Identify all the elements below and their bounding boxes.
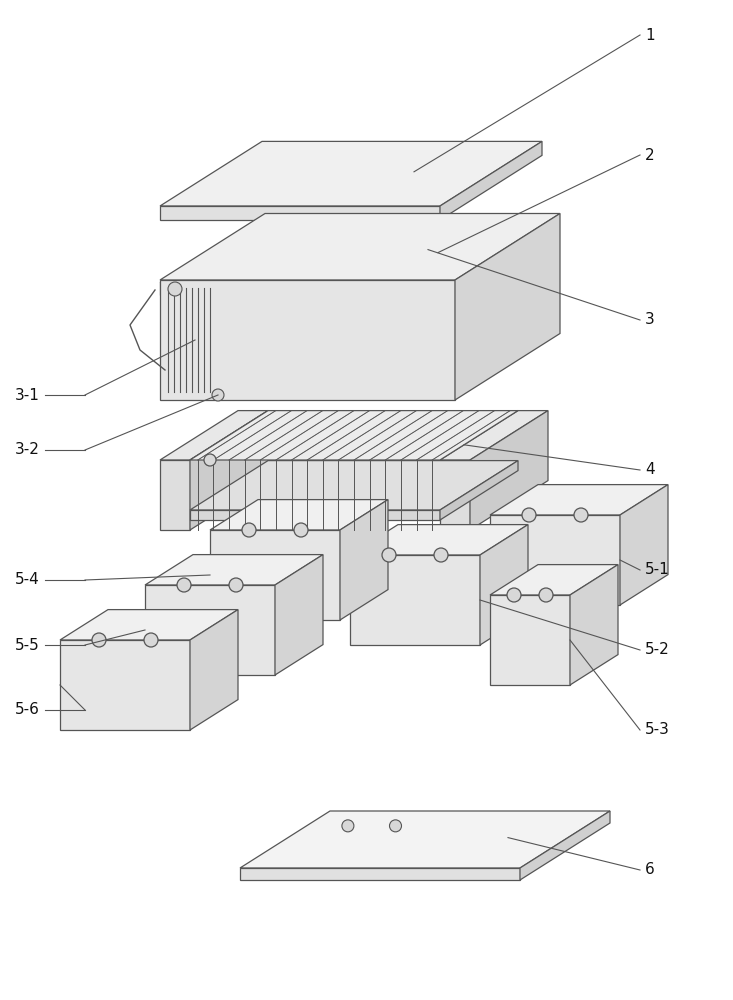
Polygon shape (440, 461, 518, 520)
Circle shape (212, 389, 224, 401)
Text: 5-3: 5-3 (645, 722, 670, 738)
Circle shape (507, 588, 521, 602)
Polygon shape (350, 555, 480, 645)
Polygon shape (145, 555, 323, 585)
Circle shape (574, 508, 588, 522)
Circle shape (389, 820, 402, 832)
Circle shape (434, 548, 448, 562)
Polygon shape (480, 525, 528, 645)
Text: 2: 2 (645, 147, 655, 162)
Polygon shape (440, 218, 542, 295)
Polygon shape (275, 555, 323, 675)
Circle shape (229, 578, 243, 592)
Text: 5-2: 5-2 (645, 643, 670, 658)
Polygon shape (210, 500, 388, 530)
Text: 3-1: 3-1 (15, 387, 40, 402)
Text: 5-1: 5-1 (645, 562, 670, 578)
Polygon shape (240, 868, 520, 880)
Polygon shape (190, 510, 440, 520)
Polygon shape (190, 461, 518, 510)
Polygon shape (160, 141, 542, 206)
Polygon shape (620, 485, 668, 605)
Polygon shape (455, 214, 560, 400)
Polygon shape (160, 206, 440, 220)
Polygon shape (160, 460, 190, 530)
Polygon shape (210, 530, 340, 620)
Circle shape (522, 508, 536, 522)
Polygon shape (570, 565, 618, 685)
Circle shape (144, 633, 158, 647)
Polygon shape (60, 610, 238, 640)
Polygon shape (160, 280, 455, 400)
Circle shape (204, 454, 216, 466)
Text: 3: 3 (645, 312, 655, 328)
Circle shape (382, 548, 396, 562)
Polygon shape (340, 500, 388, 620)
Polygon shape (520, 811, 610, 880)
Text: 1: 1 (645, 27, 655, 42)
Circle shape (342, 820, 354, 832)
Polygon shape (440, 460, 470, 530)
Polygon shape (160, 411, 268, 460)
Polygon shape (490, 485, 668, 515)
Circle shape (168, 282, 182, 296)
Text: 6: 6 (645, 862, 655, 878)
Polygon shape (190, 411, 518, 460)
Polygon shape (160, 214, 560, 280)
Polygon shape (490, 565, 618, 595)
Text: 5-4: 5-4 (15, 572, 40, 587)
Polygon shape (160, 283, 440, 295)
Polygon shape (240, 811, 610, 868)
Circle shape (294, 523, 308, 537)
Polygon shape (490, 515, 620, 605)
Text: 3-2: 3-2 (15, 442, 40, 458)
Polygon shape (145, 585, 275, 675)
Polygon shape (60, 640, 190, 730)
Polygon shape (190, 411, 268, 530)
Polygon shape (490, 595, 570, 685)
Polygon shape (350, 525, 528, 555)
Polygon shape (440, 141, 542, 220)
Polygon shape (190, 610, 238, 730)
Text: 5-5: 5-5 (15, 638, 40, 652)
Text: 5-6: 5-6 (15, 702, 40, 718)
Circle shape (242, 523, 256, 537)
Circle shape (92, 633, 106, 647)
Text: 4: 4 (645, 462, 655, 478)
Polygon shape (470, 411, 548, 530)
Polygon shape (440, 411, 548, 460)
Circle shape (177, 578, 191, 592)
Polygon shape (160, 218, 542, 283)
Circle shape (539, 588, 553, 602)
